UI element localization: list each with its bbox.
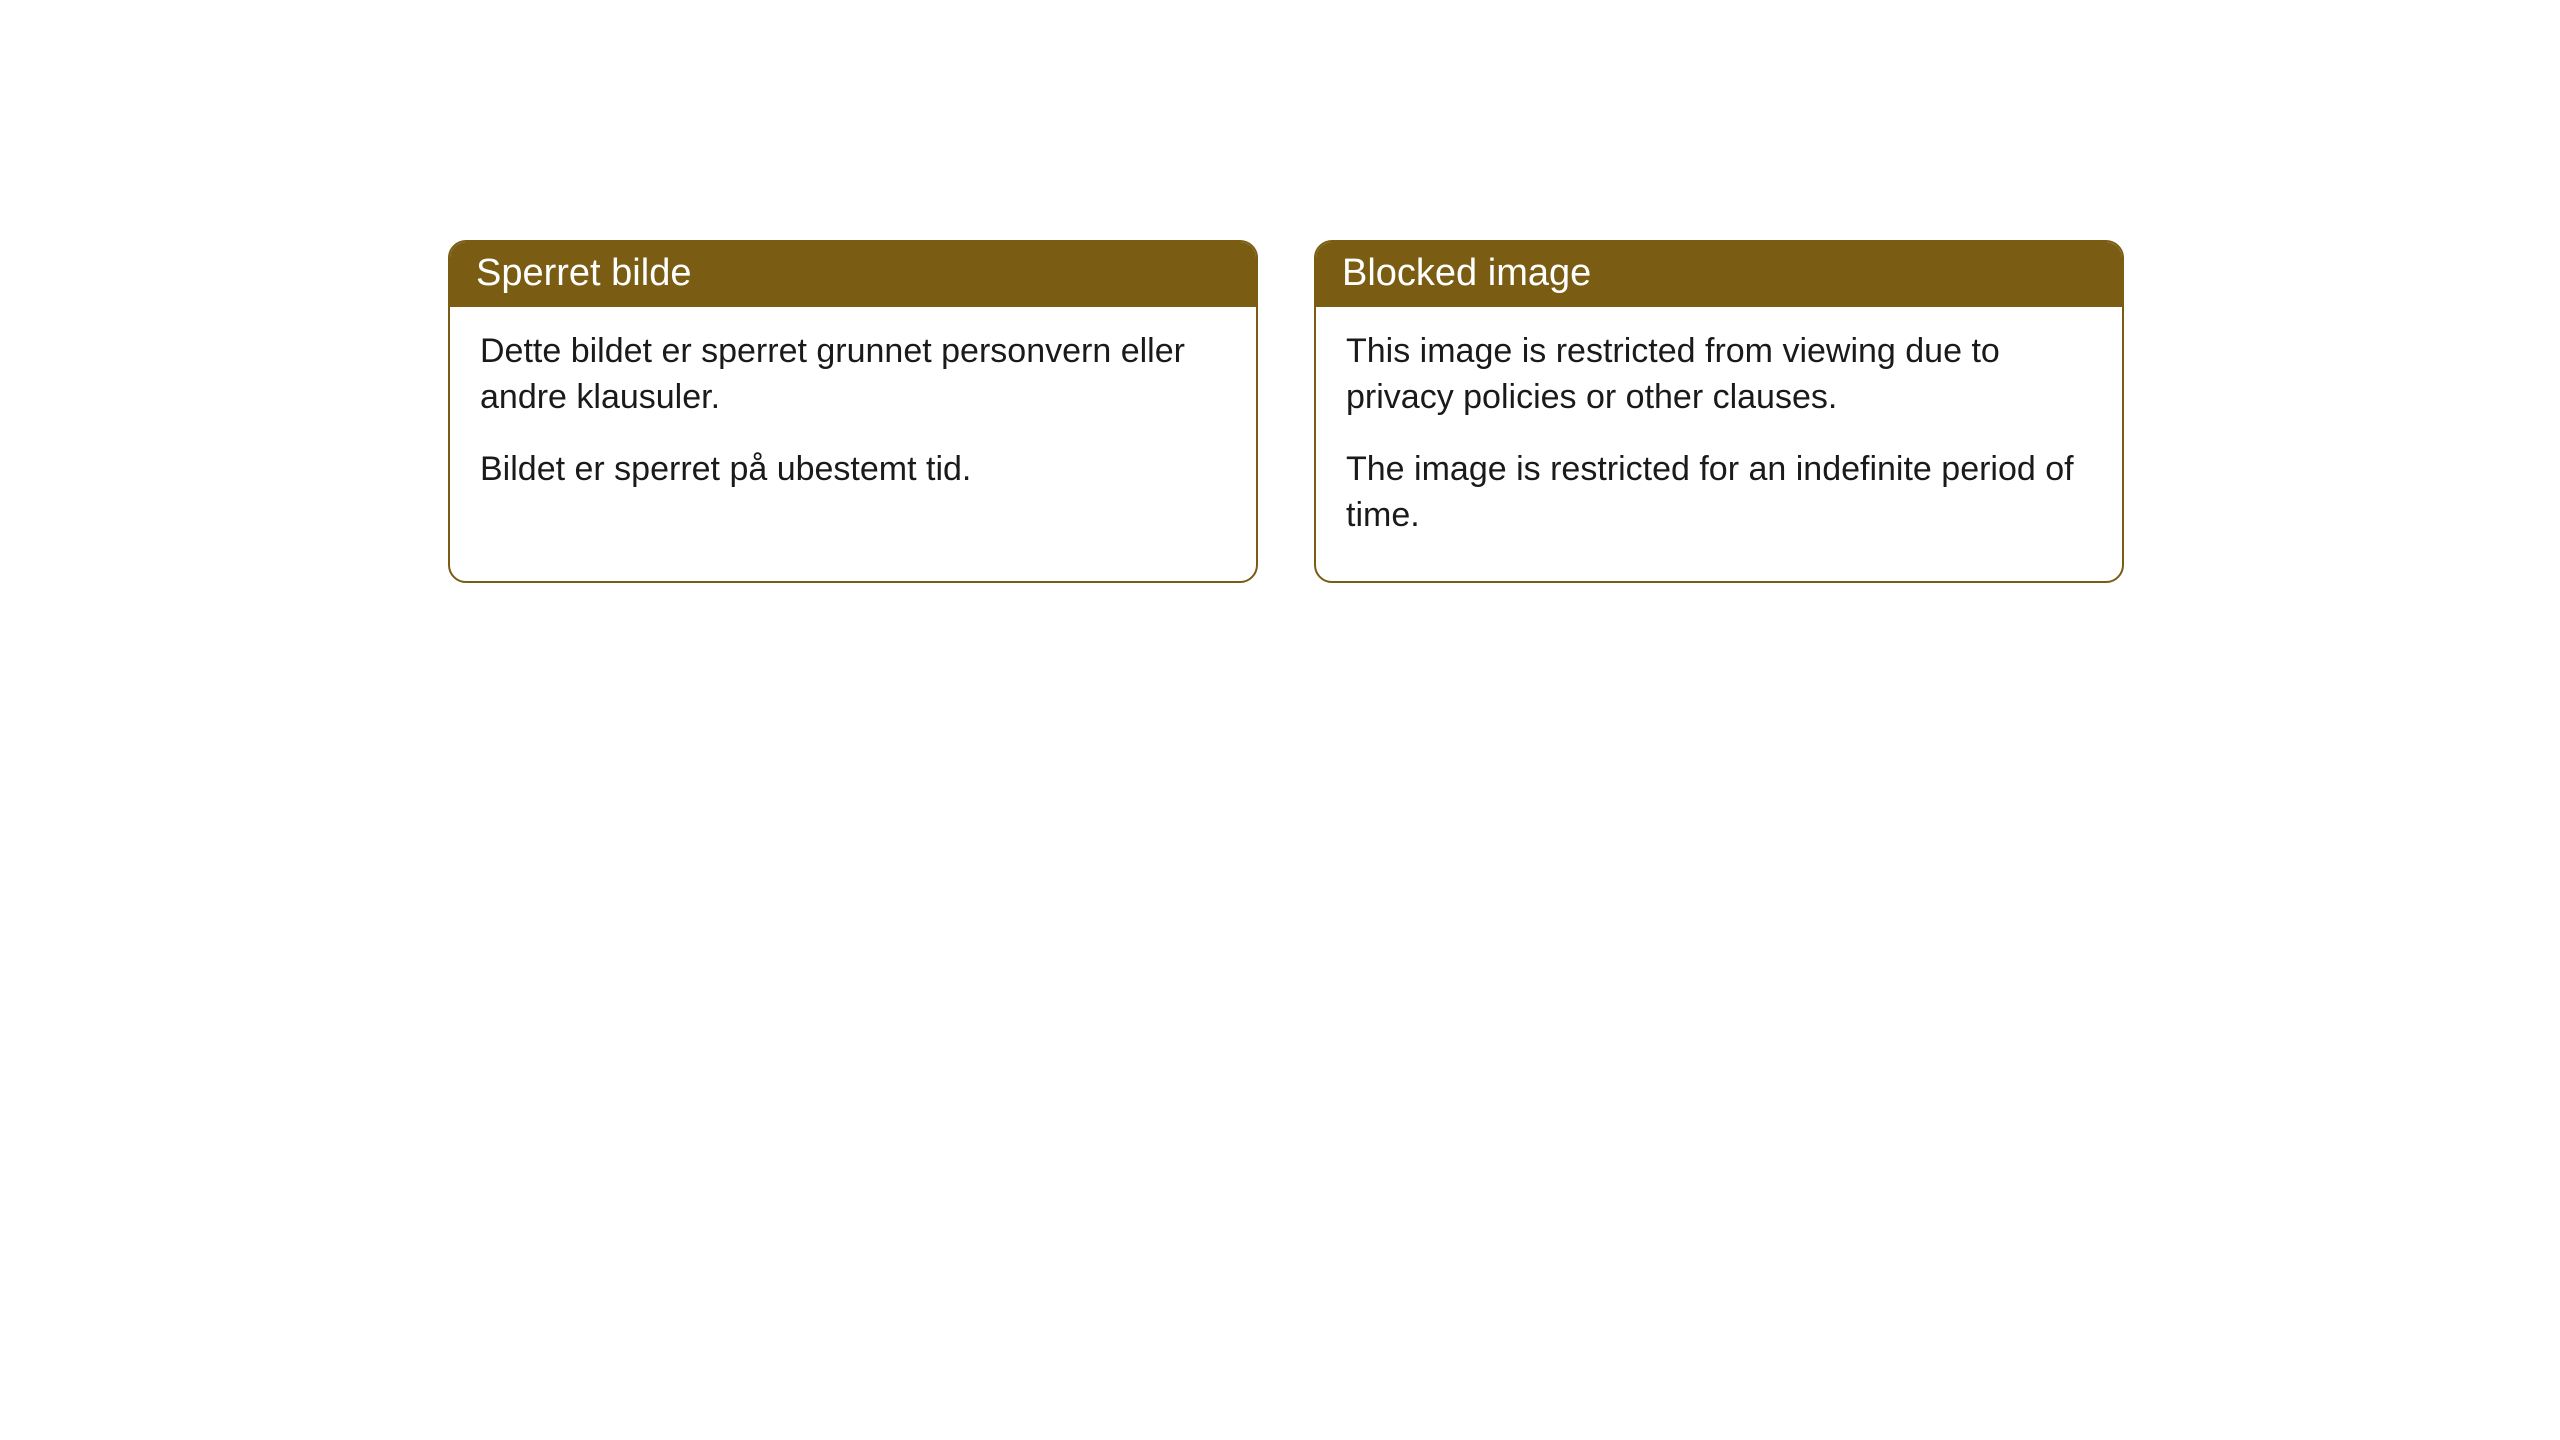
card-header-norwegian: Sperret bilde <box>450 242 1256 307</box>
card-paragraph: Dette bildet er sperret grunnet personve… <box>480 329 1226 421</box>
card-body-norwegian: Dette bildet er sperret grunnet personve… <box>450 307 1256 535</box>
card-paragraph: This image is restricted from viewing du… <box>1346 329 2092 421</box>
card-body-english: This image is restricted from viewing du… <box>1316 307 2122 581</box>
card-paragraph: The image is restricted for an indefinit… <box>1346 447 2092 539</box>
card-header-english: Blocked image <box>1316 242 2122 307</box>
card-paragraph: Bildet er sperret på ubestemt tid. <box>480 447 1226 493</box>
card-english: Blocked image This image is restricted f… <box>1314 240 2124 583</box>
cards-container: Sperret bilde Dette bildet er sperret gr… <box>0 0 2560 583</box>
card-norwegian: Sperret bilde Dette bildet er sperret gr… <box>448 240 1258 583</box>
